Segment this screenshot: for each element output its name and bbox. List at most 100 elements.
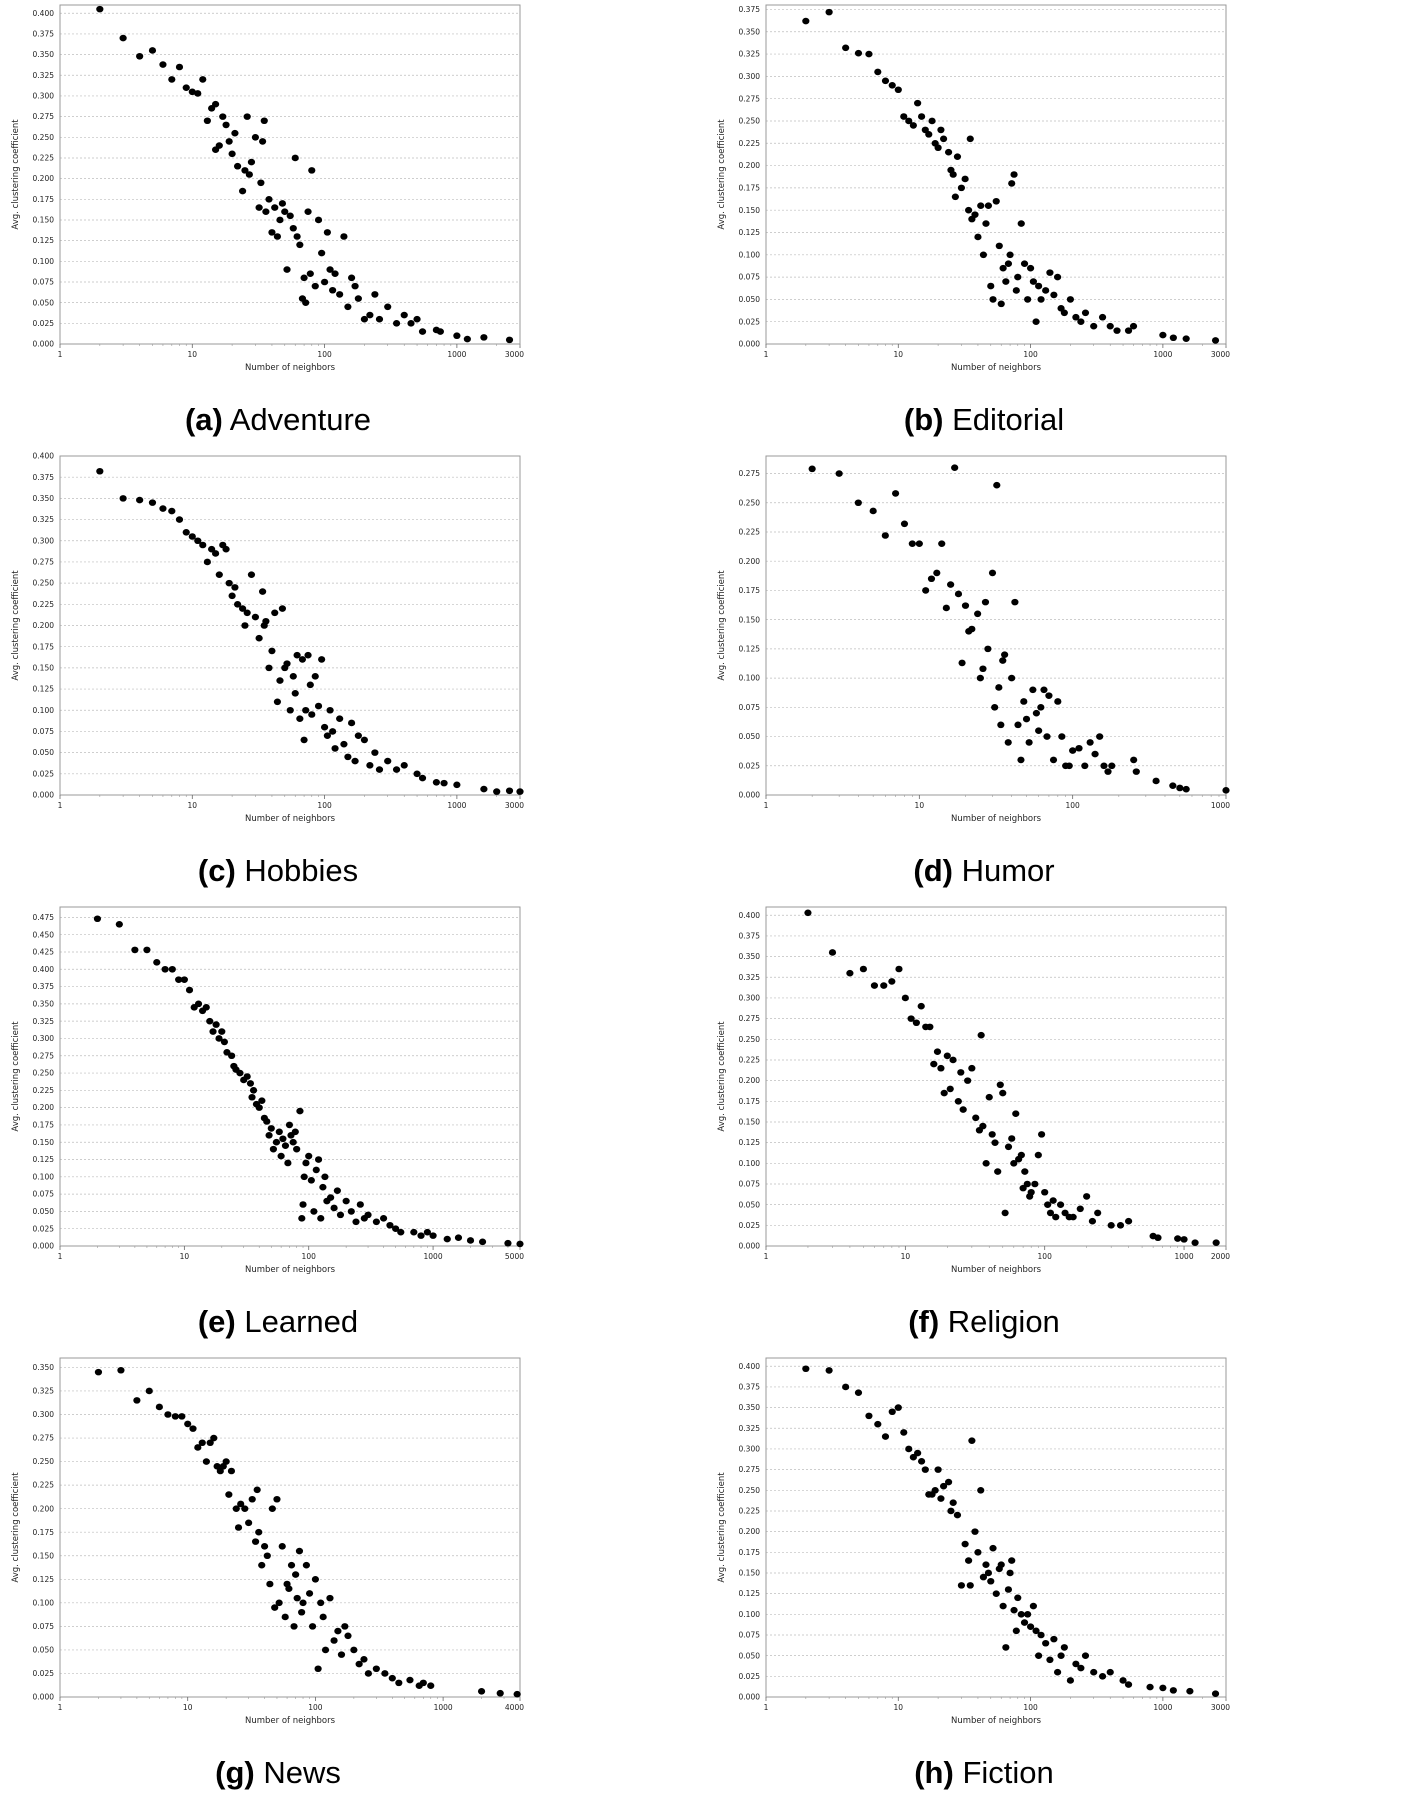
data-point	[480, 785, 488, 793]
data-point	[1222, 787, 1230, 794]
data-point	[1211, 1690, 1220, 1697]
data-point	[248, 1495, 256, 1503]
data-point	[1035, 727, 1043, 735]
y-tick-label: 0.200	[739, 1527, 761, 1536]
y-tick-label: 0.000	[739, 1242, 761, 1251]
data-point	[926, 1023, 934, 1031]
data-point	[1106, 322, 1114, 330]
y-tick-label: 0.025	[739, 317, 761, 326]
data-point	[1069, 747, 1077, 754]
data-point	[262, 617, 270, 625]
data-point	[1042, 287, 1050, 294]
data-point	[334, 1627, 342, 1635]
data-point	[917, 1002, 925, 1010]
data-point	[912, 1019, 920, 1027]
y-tick-label: 0.325	[33, 71, 55, 80]
data-point	[854, 49, 863, 57]
data-point	[1012, 1627, 1020, 1635]
data-point	[1124, 327, 1133, 334]
data-point	[406, 1676, 414, 1684]
data-point	[480, 334, 488, 341]
data-point	[320, 278, 329, 286]
y-axis-label: Avg. clustering coefficient	[11, 1021, 21, 1132]
data-point	[1081, 309, 1090, 317]
data-point	[331, 745, 339, 752]
data-point	[278, 605, 287, 612]
y-tick-label: 0.350	[739, 952, 761, 961]
data-point	[375, 315, 384, 323]
x-tick-label: 1	[764, 350, 769, 359]
data-point	[344, 1632, 352, 1640]
y-tick-label: 0.325	[739, 1424, 761, 1433]
x-tick-label: 3000	[1211, 350, 1230, 359]
data-point	[161, 965, 169, 973]
data-point	[804, 909, 812, 917]
data-point	[145, 1387, 153, 1395]
y-tick-label: 0.325	[739, 50, 761, 59]
data-point	[386, 1221, 394, 1229]
data-point	[273, 233, 282, 240]
data-point	[979, 251, 988, 259]
plot-frame	[59, 906, 521, 1247]
data-point	[306, 270, 314, 278]
x-tick-label: 4000	[505, 1703, 524, 1712]
data-point	[366, 311, 374, 319]
data-point	[233, 162, 242, 170]
data-point	[1060, 1644, 1068, 1651]
data-point	[326, 706, 334, 714]
data-point	[1069, 1213, 1077, 1221]
data-point	[1046, 1209, 1055, 1217]
y-tick-label: 0.050	[33, 1207, 55, 1216]
data-point	[1046, 269, 1054, 276]
data-point	[175, 63, 184, 71]
chart-panel-adventure: 0.000 0.025 0.050 0.075 0.100 0.125 0.150 0.175…	[11, 4, 524, 437]
data-point	[1174, 1235, 1182, 1242]
data-point	[988, 569, 997, 577]
data-point	[1152, 777, 1160, 785]
subfigure-caption: (f) Religion	[908, 1304, 1060, 1339]
y-tick-label: 0.325	[33, 515, 55, 524]
data-point	[180, 976, 188, 983]
caption-letter: (f)	[908, 1304, 939, 1339]
data-point	[874, 68, 882, 76]
data-point	[275, 1128, 283, 1136]
data-point	[318, 656, 326, 663]
data-point	[423, 1228, 431, 1236]
data-point	[234, 1524, 243, 1531]
data-point	[351, 282, 359, 290]
data-point	[360, 736, 369, 744]
data-point	[237, 1500, 245, 1508]
data-point	[1024, 1611, 1032, 1618]
data-point	[1169, 1687, 1177, 1694]
data-point	[285, 1121, 294, 1129]
data-point	[178, 1413, 186, 1420]
y-tick-label: 0.100	[739, 674, 761, 683]
data-point	[1010, 171, 1018, 178]
data-point	[253, 1486, 261, 1494]
data-point	[327, 1194, 335, 1201]
data-point	[222, 545, 230, 553]
data-point	[977, 1031, 985, 1039]
data-point	[1012, 1110, 1020, 1118]
data-point	[949, 171, 957, 178]
data-point	[372, 1665, 380, 1673]
data-point	[1006, 1569, 1014, 1577]
data-point	[1146, 1683, 1154, 1691]
caption-name: Religion	[939, 1304, 1060, 1339]
x-tick-label: 1000	[447, 350, 466, 359]
data-point	[984, 202, 993, 210]
data-point	[298, 656, 307, 663]
data-point	[340, 740, 348, 748]
data-point	[243, 609, 251, 617]
data-point	[241, 622, 249, 629]
data-point	[1046, 1656, 1054, 1664]
data-point	[314, 216, 323, 224]
data-point	[1054, 698, 1062, 705]
y-tick-label: 0.125	[33, 1575, 55, 1584]
y-tick-label: 0.325	[33, 1017, 55, 1026]
data-point	[410, 1228, 418, 1236]
data-point	[1035, 282, 1043, 290]
data-point	[228, 150, 236, 158]
data-point	[1011, 598, 1019, 606]
data-point	[296, 241, 304, 249]
